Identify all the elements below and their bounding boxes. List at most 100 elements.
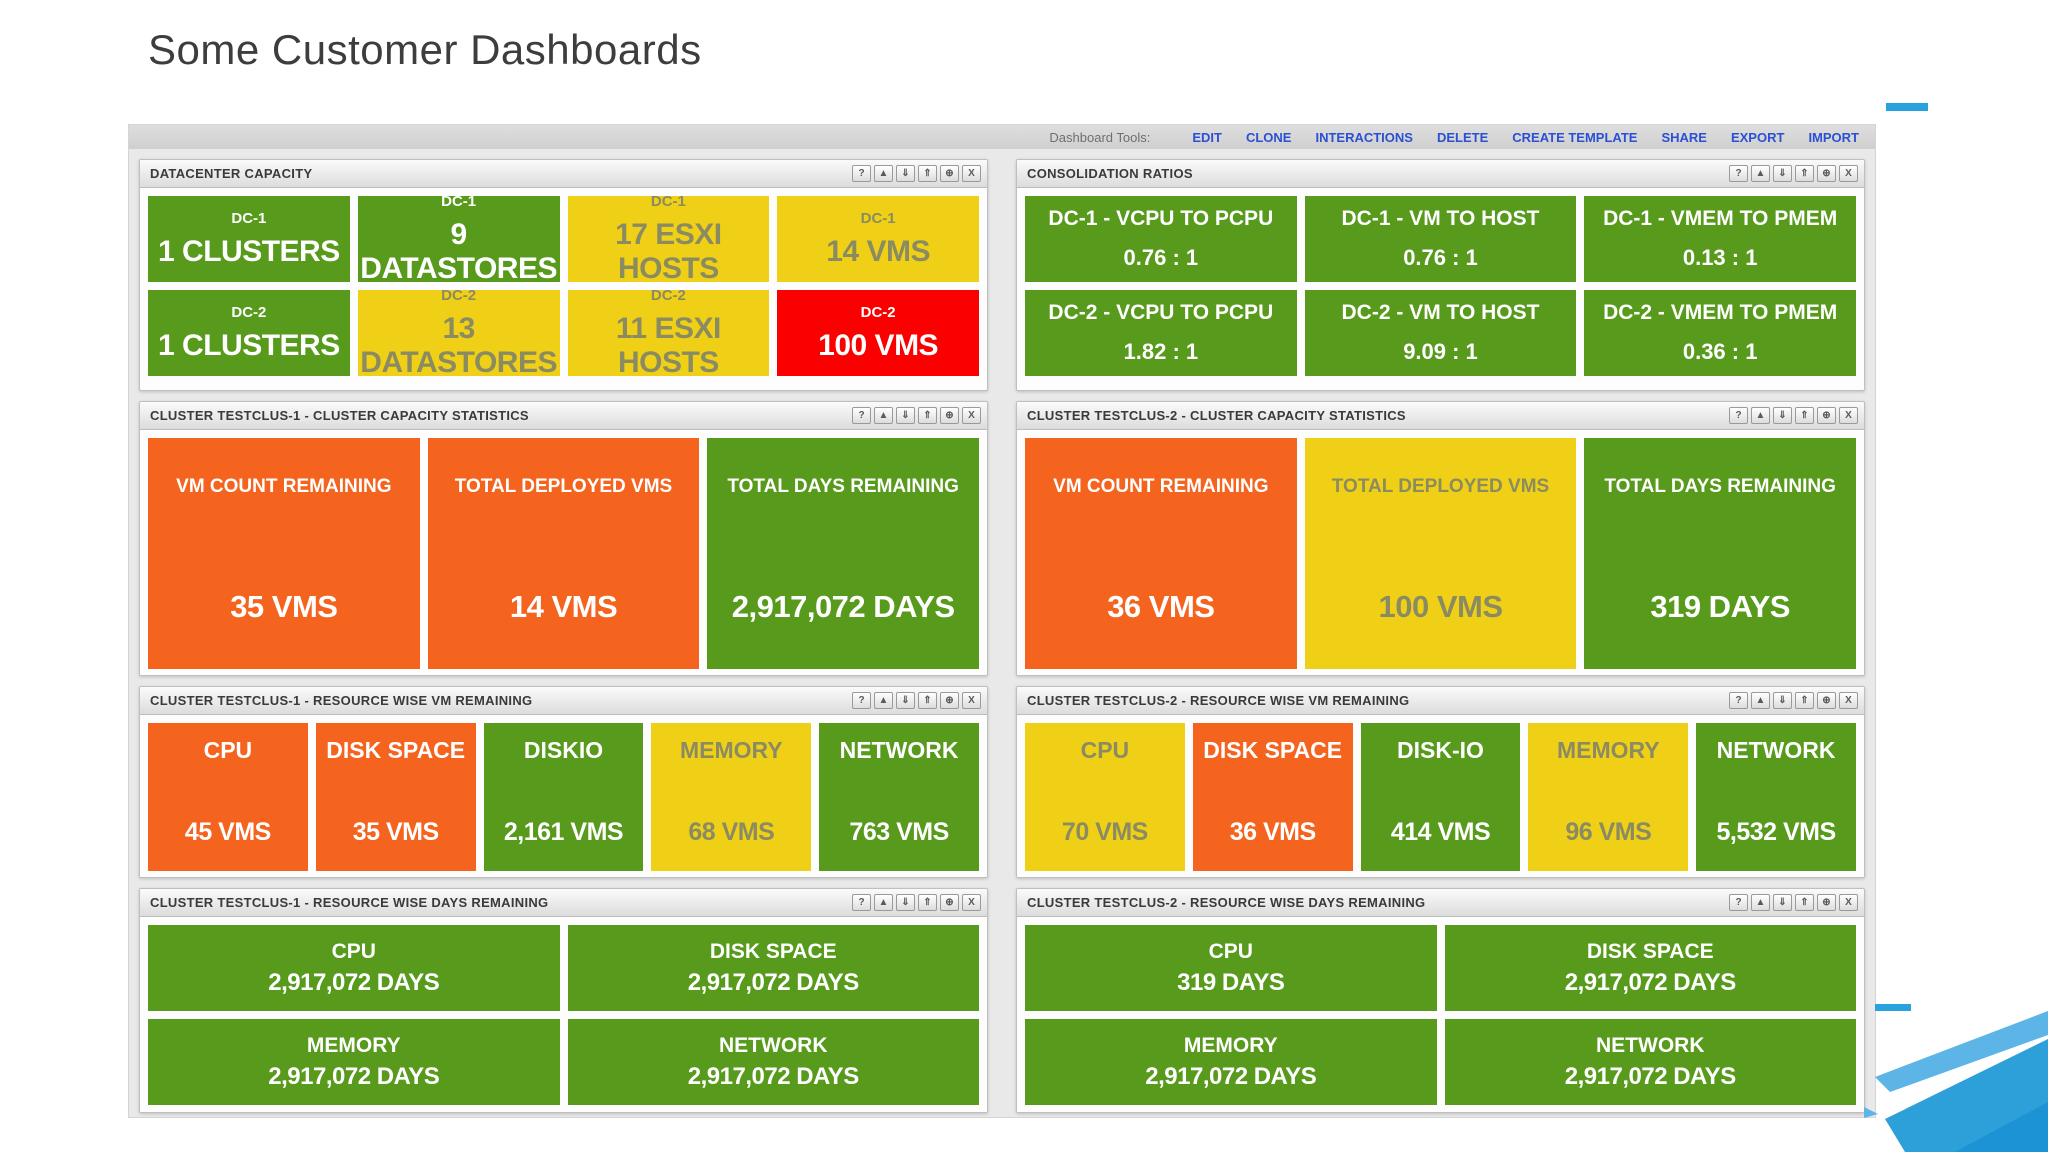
metric-tile: DC-2 1 CLUSTERS	[148, 290, 350, 376]
tile-label: DC-2 - VM TO HOST	[1341, 301, 1540, 324]
panel-title: CLUSTER TESTCLUS-1 - RESOURCE WISE VM RE…	[150, 693, 533, 708]
collapse-button[interactable]: ▲	[874, 407, 893, 424]
create-template-link[interactable]: CREATE TEMPLATE	[1512, 129, 1638, 145]
panel-buttons: ? ▲ ⇓ ⇑ ⊕ X	[1729, 894, 1858, 911]
delete-link[interactable]: DELETE	[1436, 129, 1489, 145]
move-up-button[interactable]: ⇑	[1795, 692, 1814, 709]
metric-tile: TOTAL DAYS REMAINING 319 DAYS	[1584, 438, 1856, 669]
close-button[interactable]: X	[962, 894, 981, 911]
tile-label: DC-1	[441, 192, 477, 210]
close-button[interactable]: X	[1839, 407, 1858, 424]
dashboard: Dashboard Tools: EDIT CLONE INTERACTIONS…	[128, 124, 1876, 1118]
tile-label: CPU	[1208, 939, 1253, 963]
panel-buttons: ? ▲ ⇓ ⇑ ⊕ X	[852, 894, 981, 911]
move-up-button[interactable]: ⇑	[918, 894, 937, 911]
tile-label: NETWORK	[1596, 1033, 1705, 1057]
decor-corner-stripes	[1864, 1004, 2048, 1152]
move-up-button[interactable]: ⇑	[1795, 165, 1814, 182]
settings-button[interactable]: ⊕	[940, 165, 959, 182]
tile-label: MEMORY	[1183, 1033, 1278, 1057]
help-button[interactable]: ?	[852, 165, 871, 182]
clone-link[interactable]: CLONE	[1245, 129, 1292, 145]
move-down-button[interactable]: ⇓	[896, 894, 915, 911]
tile-value: 2,917,072 DAYS	[1564, 1062, 1736, 1090]
tile-label: DC-2	[231, 303, 267, 321]
panel-header: CONSOLIDATION RATIOS ? ▲ ⇓ ⇑ ⊕ X	[1017, 160, 1864, 188]
move-down-button[interactable]: ⇓	[1773, 407, 1792, 424]
move-down-button[interactable]: ⇓	[1773, 165, 1792, 182]
tile-value: 319 DAYS	[1177, 968, 1285, 996]
tile-value: 2,917,072 DAYS	[687, 1062, 859, 1090]
close-button[interactable]: X	[962, 165, 981, 182]
help-button[interactable]: ?	[852, 407, 871, 424]
panel-header: CLUSTER TESTCLUS-1 - RESOURCE WISE DAYS …	[140, 889, 987, 917]
move-down-button[interactable]: ⇓	[1773, 894, 1792, 911]
tile-label: CPU	[331, 939, 376, 963]
settings-button[interactable]: ⊕	[940, 692, 959, 709]
move-up-button[interactable]: ⇑	[918, 407, 937, 424]
settings-button[interactable]: ⊕	[940, 407, 959, 424]
help-button[interactable]: ?	[1729, 692, 1748, 709]
help-button[interactable]: ?	[1729, 894, 1748, 911]
panel-title: CLUSTER TESTCLUS-1 - CLUSTER CAPACITY ST…	[150, 408, 529, 423]
panel-title: DATACENTER CAPACITY	[150, 166, 313, 181]
help-button[interactable]: ?	[852, 692, 871, 709]
settings-button[interactable]: ⊕	[1817, 165, 1836, 182]
tile-value: 0.76 : 1	[1123, 245, 1199, 270]
move-up-button[interactable]: ⇑	[1795, 894, 1814, 911]
interactions-link[interactable]: INTERACTIONS	[1315, 129, 1413, 145]
collapse-button[interactable]: ▲	[1751, 165, 1770, 182]
collapse-button[interactable]: ▲	[874, 165, 893, 182]
move-up-button[interactable]: ⇑	[918, 165, 937, 182]
dashboard-right-column: CONSOLIDATION RATIOS ? ▲ ⇓ ⇑ ⊕ X DC-1 - …	[1016, 159, 1865, 1113]
metric-tile: CPU 70 VMS	[1025, 723, 1185, 871]
tile-label: TOTAL DEPLOYED VMS	[1331, 476, 1550, 497]
tile-label: MEMORY	[679, 737, 783, 763]
tile-value: 2,917,072 DAYS	[268, 1062, 440, 1090]
import-link[interactable]: IMPORT	[1808, 129, 1859, 145]
move-down-button[interactable]: ⇓	[896, 407, 915, 424]
metric-tile: TOTAL DAYS REMAINING 2,917,072 DAYS	[707, 438, 979, 669]
share-link[interactable]: SHARE	[1661, 129, 1707, 145]
tile-value: 17 ESXI HOSTS	[615, 217, 722, 285]
close-button[interactable]: X	[1839, 165, 1858, 182]
metric-tile: NETWORK 2,917,072 DAYS	[1444, 1019, 1856, 1105]
collapse-button[interactable]: ▲	[1751, 407, 1770, 424]
settings-button[interactable]: ⊕	[1817, 692, 1836, 709]
tile-label: DISKIO	[523, 737, 604, 763]
panel-cluster1-vm-remaining: CLUSTER TESTCLUS-1 - RESOURCE WISE VM RE…	[139, 686, 988, 878]
close-button[interactable]: X	[962, 407, 981, 424]
panel-title: CLUSTER TESTCLUS-2 - CLUSTER CAPACITY ST…	[1027, 408, 1406, 423]
panel-title: CONSOLIDATION RATIOS	[1027, 166, 1193, 181]
move-up-button[interactable]: ⇑	[1795, 407, 1814, 424]
page-title: Some Customer Dashboards	[148, 26, 702, 73]
close-button[interactable]: X	[1839, 894, 1858, 911]
metric-tile: DC-1 14 VMS	[777, 196, 979, 282]
collapse-button[interactable]: ▲	[1751, 894, 1770, 911]
move-down-button[interactable]: ⇓	[896, 692, 915, 709]
panel-title: CLUSTER TESTCLUS-1 - RESOURCE WISE DAYS …	[150, 895, 549, 910]
tile-value: 35 VMS	[230, 589, 338, 624]
tile-value: 1 CLUSTERS	[158, 328, 340, 362]
help-button[interactable]: ?	[1729, 407, 1748, 424]
tile-label: MEMORY	[1556, 737, 1660, 763]
edit-link[interactable]: EDIT	[1192, 129, 1222, 145]
settings-button[interactable]: ⊕	[1817, 894, 1836, 911]
close-button[interactable]: X	[1839, 692, 1858, 709]
collapse-button[interactable]: ▲	[874, 894, 893, 911]
move-up-button[interactable]: ⇑	[918, 692, 937, 709]
move-down-button[interactable]: ⇓	[896, 165, 915, 182]
help-button[interactable]: ?	[852, 894, 871, 911]
close-button[interactable]: X	[962, 692, 981, 709]
settings-button[interactable]: ⊕	[940, 894, 959, 911]
tile-label: NETWORK	[839, 737, 959, 763]
tile-value: 2,917,072 DAYS	[1564, 968, 1736, 996]
help-button[interactable]: ?	[1729, 165, 1748, 182]
move-down-button[interactable]: ⇓	[1773, 692, 1792, 709]
export-link[interactable]: EXPORT	[1730, 129, 1785, 145]
metric-tile: DISK SPACE 2,917,072 DAYS	[1444, 925, 1856, 1011]
collapse-button[interactable]: ▲	[874, 692, 893, 709]
collapse-button[interactable]: ▲	[1751, 692, 1770, 709]
settings-button[interactable]: ⊕	[1817, 407, 1836, 424]
tile-value: 0.13 : 1	[1682, 245, 1758, 270]
